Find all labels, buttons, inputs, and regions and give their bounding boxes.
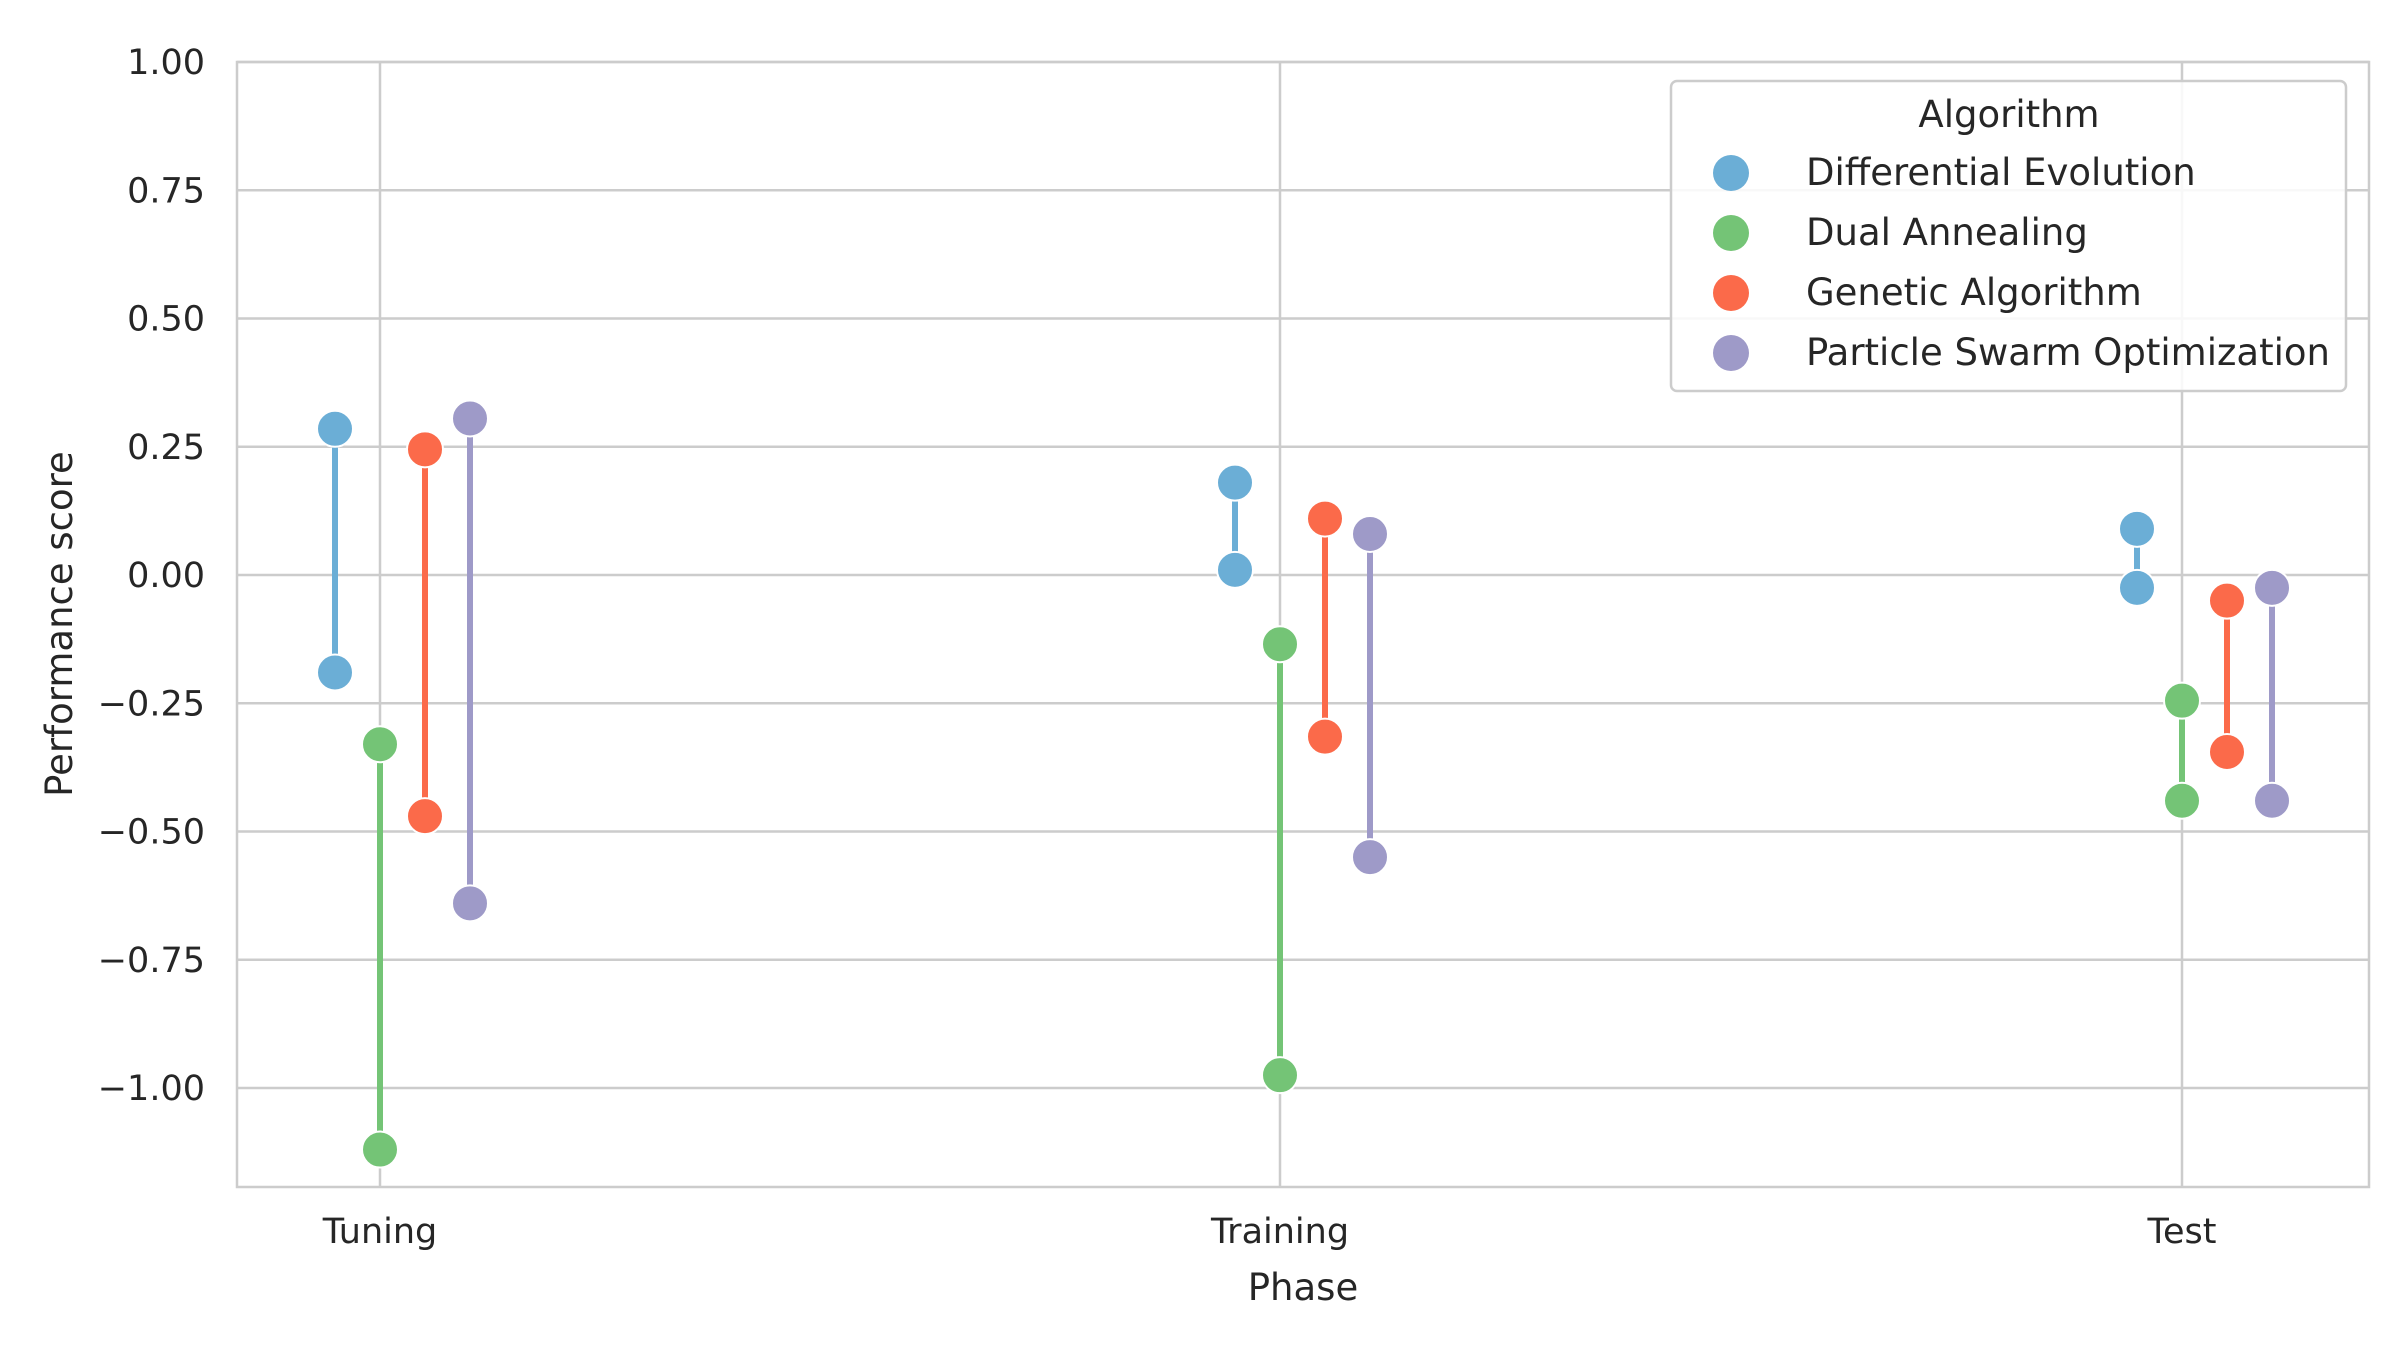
legend-marker: [1713, 215, 1749, 251]
max-point: [316, 409, 354, 448]
legend-marker: [1713, 275, 1749, 311]
x-tick-label: Training: [1210, 1212, 1349, 1252]
y-tick-label: −0.50: [98, 813, 205, 853]
max-point: [1351, 514, 1389, 553]
max-point: [361, 725, 399, 764]
plot-frame: [235, 60, 2371, 1189]
min-point: [2118, 568, 2156, 607]
legend-box: [1669, 79, 2348, 393]
y-tick-labels: 1.00 0.75 0.50 0.25 0.00 −0.25 −0.50 −0.75 −1.00: [98, 43, 205, 1109]
max-point: [2253, 568, 2291, 607]
legend-marker: [1713, 155, 1749, 191]
legend-items: Differential Evolution Dual Annealing Gene…: [1713, 151, 2330, 374]
max-point: [1306, 499, 1344, 538]
min-point: [406, 797, 444, 836]
min-point: [1351, 838, 1389, 877]
min-point: [361, 1130, 399, 1169]
y-tick-label: −1.00: [98, 1069, 205, 1109]
legend-label: Differential Evolution: [1806, 151, 2196, 194]
x-axis-label: Phase: [1248, 1266, 1358, 1309]
legend-marker: [1713, 335, 1749, 371]
x-tick-labels: Tuning Training Test: [322, 1212, 2217, 1252]
y-tick-label: 0.00: [127, 556, 205, 596]
y-tick-label: 0.25: [127, 428, 205, 468]
y-tick-label: 0.50: [127, 300, 205, 340]
data-marks: [316, 399, 2291, 1169]
y-tick-label: 1.00: [127, 43, 205, 83]
max-point: [2118, 509, 2156, 548]
min-point: [451, 884, 489, 923]
max-point: [1216, 463, 1254, 502]
x-tick-label: Test: [2147, 1212, 2217, 1252]
min-point: [1216, 550, 1254, 589]
max-point: [451, 399, 489, 438]
min-point: [2208, 732, 2246, 771]
min-point: [1306, 717, 1344, 756]
min-point: [316, 653, 354, 692]
legend-label: Particle Swarm Optimization: [1806, 331, 2330, 374]
min-point: [2163, 781, 2201, 820]
max-point: [406, 430, 444, 469]
min-point: [1261, 1056, 1299, 1095]
legend: Algorithm Differential Evolution Dual Ann…: [1669, 79, 2348, 393]
max-point: [2163, 681, 2201, 720]
max-point: [1261, 625, 1299, 664]
y-tick-label: −0.75: [98, 941, 205, 981]
y-axis-label: Performance score: [38, 451, 81, 797]
min-point: [2253, 781, 2291, 820]
legend-label: Genetic Algorithm: [1806, 271, 2142, 314]
y-tick-label: 0.75: [127, 171, 205, 211]
legend-title: Algorithm: [1918, 93, 2099, 136]
legend-label: Dual Annealing: [1806, 211, 2088, 254]
y-tick-label: −0.25: [98, 684, 205, 724]
x-tick-label: Tuning: [322, 1212, 438, 1252]
max-point: [2208, 581, 2246, 620]
